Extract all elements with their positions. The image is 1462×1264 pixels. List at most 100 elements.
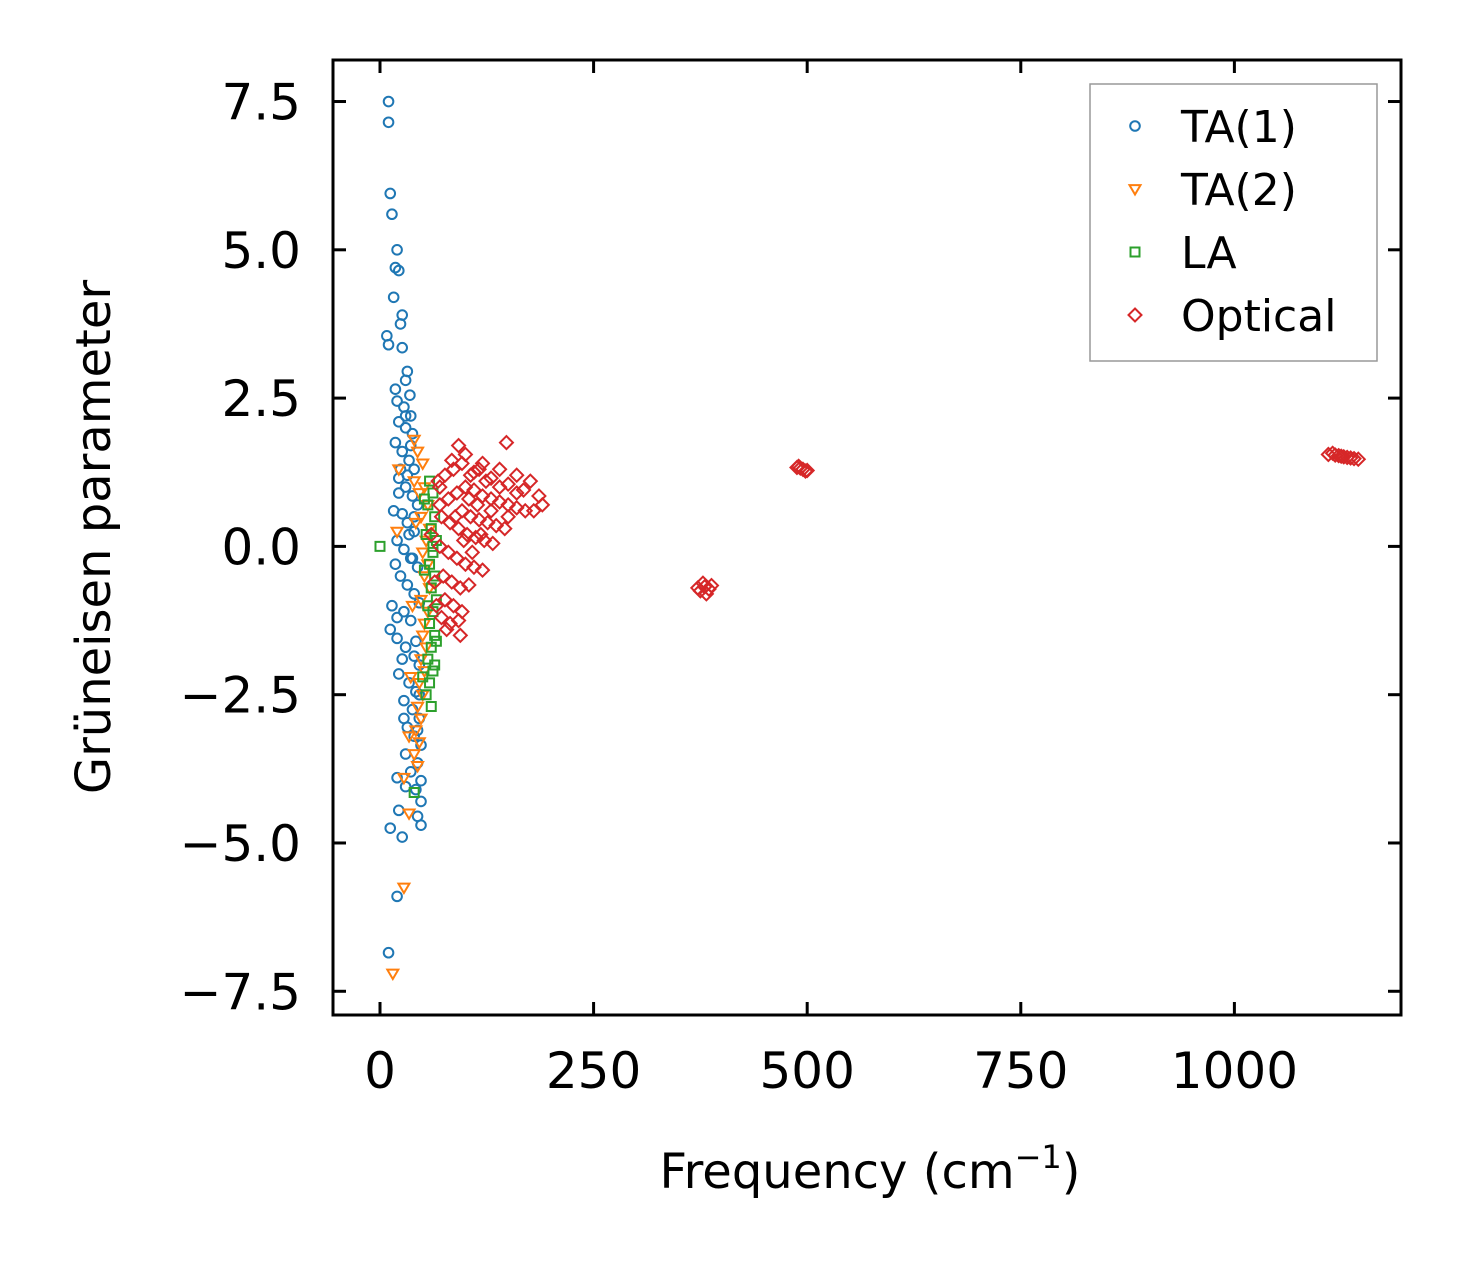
data-point bbox=[484, 535, 501, 552]
data-point bbox=[424, 677, 436, 689]
data-point bbox=[488, 517, 505, 534]
data-point bbox=[417, 671, 429, 683]
data-point bbox=[398, 712, 410, 725]
data-point bbox=[462, 508, 479, 525]
data-point bbox=[440, 544, 457, 561]
data-point bbox=[399, 374, 412, 387]
data-point bbox=[445, 597, 462, 614]
data-point bbox=[491, 461, 508, 478]
data-point bbox=[443, 574, 460, 590]
data-point bbox=[392, 416, 405, 428]
legend-item: TA(1) bbox=[1129, 102, 1297, 153]
data-point bbox=[406, 552, 419, 565]
data-point bbox=[517, 502, 534, 519]
data-point bbox=[431, 538, 448, 555]
data-point bbox=[433, 508, 450, 525]
data-point bbox=[403, 454, 415, 467]
data-point bbox=[398, 605, 410, 618]
data-point bbox=[448, 485, 465, 501]
data-point bbox=[410, 761, 425, 774]
data-point bbox=[399, 481, 412, 493]
y-tick-label: 2.5 bbox=[221, 370, 301, 428]
data-point bbox=[423, 526, 440, 543]
data-point bbox=[408, 588, 420, 600]
data-point bbox=[391, 890, 403, 903]
data-point bbox=[382, 116, 395, 129]
data-point bbox=[462, 467, 479, 484]
y-tick-label: −5.0 bbox=[180, 815, 301, 873]
data-point bbox=[401, 579, 414, 591]
data-point bbox=[406, 434, 422, 448]
data-point bbox=[500, 476, 517, 493]
data-point bbox=[452, 627, 469, 644]
data-point bbox=[472, 526, 489, 543]
data-point bbox=[401, 469, 414, 482]
y-tick-label: 0.0 bbox=[221, 518, 301, 576]
data-point bbox=[789, 459, 805, 476]
data-point bbox=[415, 739, 427, 751]
legend-item: Optical bbox=[1127, 291, 1336, 342]
data-point bbox=[435, 568, 452, 584]
data-point bbox=[391, 244, 403, 256]
data-point bbox=[406, 749, 422, 762]
legend-label: LA bbox=[1181, 228, 1237, 279]
data-point bbox=[427, 665, 439, 677]
data-point bbox=[405, 600, 420, 614]
data-point bbox=[392, 264, 405, 277]
y-tick-label: −7.5 bbox=[180, 963, 301, 1021]
x-tick-label: 500 bbox=[759, 1042, 854, 1100]
y-tick-label: −2.5 bbox=[180, 667, 301, 725]
data-point bbox=[418, 564, 430, 576]
data-point bbox=[408, 787, 420, 799]
data-point bbox=[498, 434, 515, 451]
data-point bbox=[415, 774, 427, 787]
y-tick-label: 5.0 bbox=[221, 222, 301, 280]
legend-frame bbox=[1089, 83, 1378, 362]
data-point bbox=[442, 514, 458, 531]
data-point bbox=[460, 491, 477, 507]
data-point bbox=[508, 467, 525, 484]
data-point bbox=[411, 561, 424, 573]
data-point bbox=[471, 511, 488, 528]
data-point bbox=[382, 946, 395, 959]
x-axis-title: Frequency (cm−1) bbox=[659, 1138, 1080, 1200]
data-point bbox=[408, 725, 424, 738]
data-point bbox=[457, 479, 474, 495]
data-point bbox=[404, 766, 417, 778]
legend: TA(1) TA(2) LA Optical bbox=[1089, 83, 1378, 362]
data-point bbox=[404, 410, 417, 422]
x-axis-title-tail: ) bbox=[1062, 1144, 1081, 1200]
data-point bbox=[445, 461, 462, 478]
x-tick-label: 1000 bbox=[1171, 1042, 1298, 1100]
data-point bbox=[455, 532, 472, 549]
data-point bbox=[392, 668, 405, 680]
data-point bbox=[1330, 447, 1347, 464]
data-point bbox=[422, 653, 434, 665]
data-point bbox=[396, 653, 409, 665]
data-point bbox=[389, 526, 405, 540]
data-point bbox=[457, 556, 474, 573]
data-point bbox=[412, 737, 427, 750]
data-point bbox=[491, 479, 508, 495]
data-point bbox=[433, 609, 450, 626]
data-point bbox=[406, 427, 419, 440]
data-point bbox=[460, 577, 477, 593]
data-point bbox=[406, 476, 422, 489]
data-point bbox=[428, 597, 445, 614]
x-axis-title-superscript: −1 bbox=[1015, 1138, 1062, 1176]
data-point bbox=[508, 499, 525, 516]
data-point bbox=[483, 502, 499, 519]
data-point bbox=[450, 612, 467, 629]
x-axis-title-main: Frequency (cm bbox=[659, 1144, 1014, 1200]
data-point bbox=[464, 544, 481, 561]
data-point bbox=[443, 452, 460, 469]
data-point bbox=[374, 540, 386, 552]
data-point bbox=[459, 526, 476, 543]
data-point bbox=[471, 461, 488, 478]
data-point bbox=[431, 496, 448, 513]
data-point bbox=[386, 599, 398, 612]
data-point bbox=[404, 614, 417, 627]
data-point bbox=[392, 487, 405, 499]
data-point bbox=[415, 819, 427, 831]
